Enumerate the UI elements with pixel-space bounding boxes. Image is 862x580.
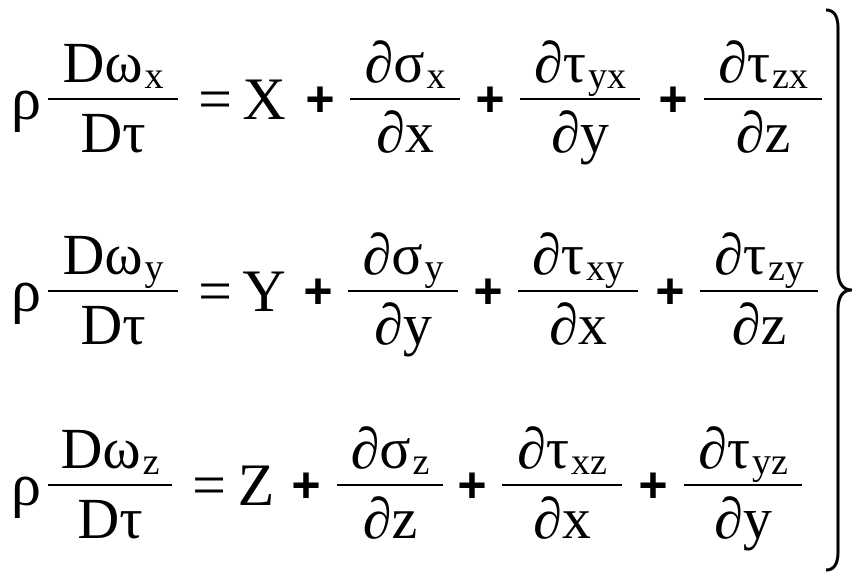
body-force: X [242, 66, 286, 132]
numerator: ∂τzx [718, 30, 808, 98]
lhs-fraction: Dωz Dτ [48, 410, 172, 560]
numerator: Dωz [60, 416, 160, 484]
plus-sign: + [638, 457, 668, 513]
fraction-bar [520, 98, 640, 100]
denominator: Dτ [80, 292, 146, 357]
numerator: Dωx [62, 30, 164, 98]
denominator: ∂z [735, 100, 791, 165]
plus-sign: + [475, 71, 505, 127]
lhs-fraction: Dωy Dτ [48, 216, 178, 366]
equation-z: ρ Dωz Dτ = Z + ∂σz ∂z + ∂τxz ∂x + ∂τyz ∂… [0, 410, 830, 560]
stress-term: ∂σz ∂z [337, 410, 443, 560]
stress-term: ∂τzx ∂z [704, 24, 822, 174]
body-force: Z [237, 452, 275, 518]
denominator: Dτ [80, 100, 146, 165]
equation-x: ρ Dωx Dτ = X + ∂σx ∂x + ∂τyx ∂y + ∂τzx ∂… [0, 24, 830, 174]
plus-sign: + [457, 457, 487, 513]
fraction-bar [704, 98, 822, 100]
denominator: ∂y [374, 292, 432, 357]
fraction-bar [518, 290, 638, 292]
plus-sign: + [305, 71, 335, 127]
density-symbol: ρ [11, 258, 41, 324]
numerator: ∂τxy [532, 222, 624, 290]
plus-sign: + [303, 263, 333, 319]
stress-term: ∂τyx ∂y [520, 24, 640, 174]
denominator: ∂z [362, 486, 418, 551]
denominator: ∂y [551, 100, 609, 165]
numerator: ∂σx [364, 30, 446, 98]
denominator: ∂x [549, 292, 607, 357]
fraction-bar [348, 290, 458, 292]
stress-term: ∂τzy ∂z [700, 216, 818, 366]
fraction-bar [350, 98, 460, 100]
numerator: Dωy [62, 222, 164, 290]
plus-sign: + [655, 263, 685, 319]
equals-sign: = [198, 258, 232, 324]
denominator: ∂z [731, 292, 787, 357]
stress-term: ∂σx ∂x [350, 24, 460, 174]
equals-sign: = [198, 66, 232, 132]
lhs-fraction: Dωx Dτ [48, 24, 178, 174]
denominator: Dτ [77, 486, 143, 551]
stress-term: ∂σy ∂y [348, 216, 458, 366]
numerator: ∂τyz [698, 416, 788, 484]
numerator: ∂σz [350, 416, 430, 484]
numerator: ∂τxz [517, 416, 607, 484]
plus-sign: + [473, 263, 503, 319]
body-force: Y [242, 258, 286, 324]
denominator: ∂y [714, 486, 772, 551]
fraction-bar [48, 290, 178, 292]
plus-sign: + [291, 457, 321, 513]
fraction-bar [502, 484, 622, 486]
stress-term: ∂τxy ∂x [518, 216, 638, 366]
fraction-bar [684, 484, 802, 486]
fraction-bar [337, 484, 443, 486]
right-brace-icon [825, 8, 853, 572]
fraction-bar [700, 290, 818, 292]
equation-y: ρ Dωy Dτ = Y + ∂σy ∂y + ∂τxy ∂x + ∂τzy ∂… [0, 216, 830, 366]
stress-term: ∂τyz ∂y [684, 410, 802, 560]
denominator: ∂x [533, 486, 591, 551]
density-symbol: ρ [11, 452, 41, 518]
density-symbol: ρ [11, 66, 41, 132]
denominator: ∂x [376, 100, 434, 165]
plus-sign: + [658, 71, 688, 127]
equals-sign: = [192, 452, 226, 518]
stress-term: ∂τxz ∂x [502, 410, 622, 560]
numerator: ∂σy [362, 222, 444, 290]
numerator: ∂τyx [534, 30, 626, 98]
numerator: ∂τzy [714, 222, 804, 290]
fraction-bar [48, 484, 172, 486]
fraction-bar [48, 98, 178, 100]
